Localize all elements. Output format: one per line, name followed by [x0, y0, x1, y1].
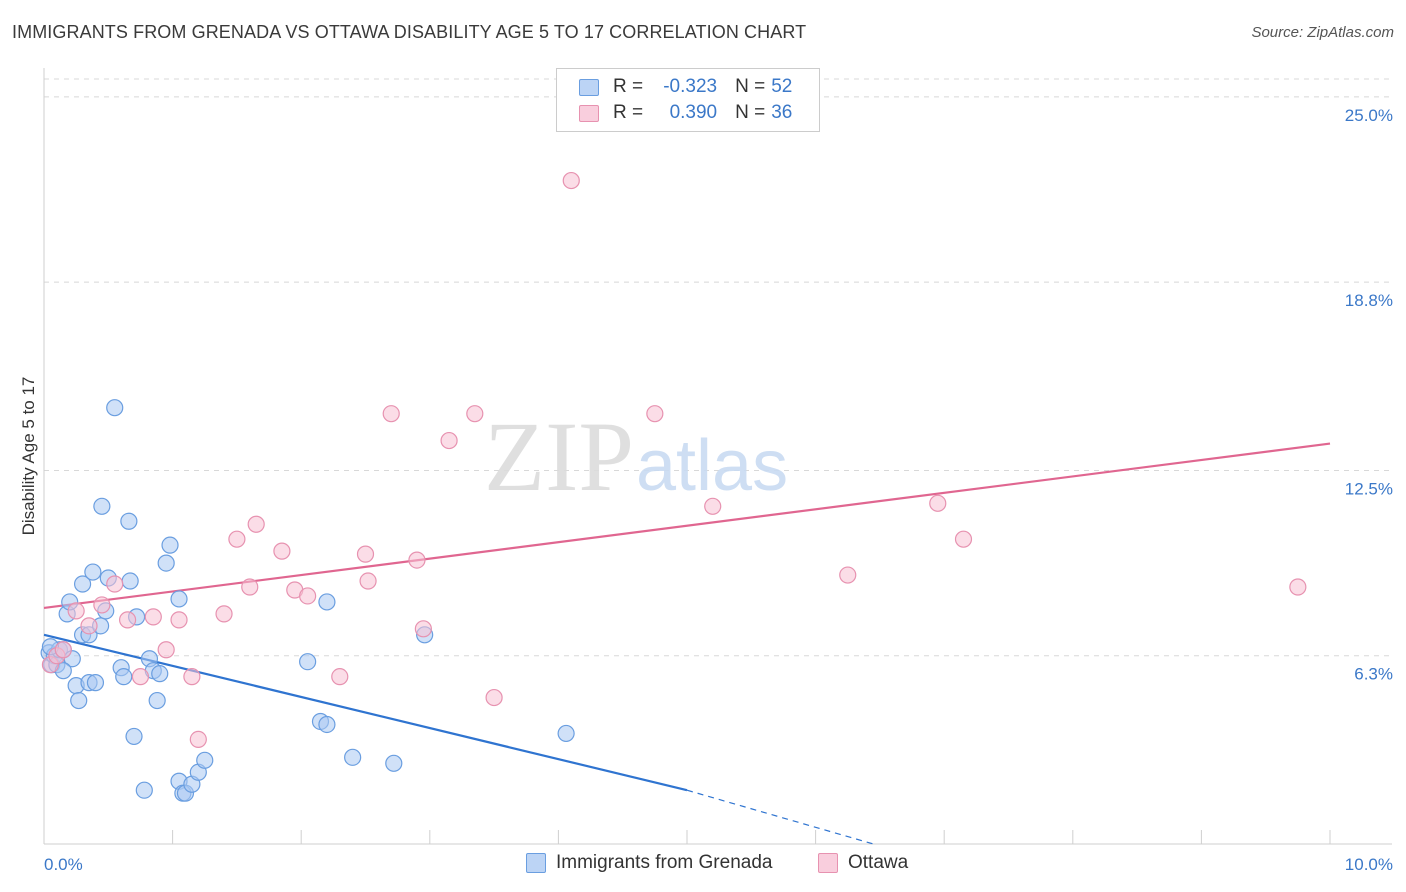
ottawa-point: [382, 405, 400, 423]
legend-r-label: R =: [613, 102, 644, 123]
ottawa-point: [118, 611, 137, 629]
grenada-point: [344, 748, 362, 766]
grenada-point: [135, 781, 153, 799]
grenada-point: [157, 554, 175, 572]
grid-lines: [44, 78, 1392, 657]
series-swatch-blue: [526, 853, 546, 873]
ottawa-point: [359, 572, 377, 590]
ottawa-point: [131, 668, 150, 686]
x-tick-label: 10.0%: [1345, 855, 1393, 874]
y-tick-label: 12.5%: [1345, 479, 1393, 498]
grenada-point: [161, 536, 179, 554]
ottawa-point: [144, 608, 162, 626]
legend-n-value: 52: [771, 76, 793, 97]
grenada-trendline: [43, 633, 688, 792]
legend-r-label: R =: [613, 76, 644, 97]
legend-n-value: 36: [771, 102, 793, 123]
ottawa-point: [929, 494, 947, 512]
series-legend-label: Immigrants from Grenada: [556, 852, 773, 873]
series-legend-item-ottawa[interactable]: Ottawa: [818, 852, 908, 874]
grenada-point: [84, 563, 102, 581]
x-tick-label: 0.0%: [44, 855, 83, 874]
grenada-point: [93, 497, 111, 515]
y-axis-label: Disability Age 5 to 17: [19, 377, 38, 536]
legend-r-value: 0.390: [669, 102, 718, 123]
grenada-point: [73, 575, 92, 593]
grenada-point: [86, 674, 105, 692]
ottawa-point: [241, 578, 259, 596]
ottawa-point: [1289, 578, 1307, 596]
watermark-zip: ZIP: [484, 401, 634, 512]
grenada-point: [120, 512, 138, 530]
grenada-point: [121, 572, 139, 590]
ottawa-point: [228, 530, 246, 548]
ottawa-point: [408, 551, 426, 569]
ottawa-point: [80, 617, 98, 635]
series-swatch-pink: [818, 853, 838, 873]
ottawa-point: [485, 688, 503, 707]
ottawa-point: [215, 605, 233, 623]
ottawa-point: [106, 575, 124, 593]
chart-title: IMMIGRANTS FROM GRENADA VS OTTAWA DISABI…: [12, 22, 807, 42]
ottawa-point: [414, 620, 432, 638]
tick-labels: 6.3% 12.5% 18.8% 25.0% 0.0% 10.0%: [44, 106, 1393, 874]
legend-swatch-pink: [579, 104, 599, 122]
grenada-point: [170, 590, 188, 608]
ottawa-point: [440, 431, 458, 450]
ottawa-point: [157, 641, 175, 659]
legend-swatch-blue: [579, 78, 599, 96]
ottawa-point: [704, 497, 722, 515]
grenada-point: [557, 724, 575, 743]
grenada-point: [151, 665, 169, 683]
ottawa-point: [93, 596, 111, 614]
y-tick-label: 18.8%: [1345, 291, 1393, 310]
y-tick-label: 6.3%: [1354, 665, 1393, 684]
y-tick-label: 25.0%: [1345, 106, 1393, 125]
axes: [43, 68, 1392, 845]
legend-n-label: N =: [735, 102, 766, 123]
watermark-atlas: atlas: [636, 426, 788, 506]
grenada-point: [148, 691, 166, 710]
legend-n-label: N =: [735, 76, 766, 97]
grenada-point: [318, 593, 336, 611]
grenada-point: [70, 691, 88, 710]
ottawa-point: [170, 611, 188, 629]
grenada-point: [115, 668, 133, 686]
legend-row-ottawa: R = 0.390 N = 36: [579, 100, 792, 126]
ottawa-point: [183, 668, 201, 686]
ottawa-point: [839, 566, 857, 584]
ottawa-point: [562, 171, 580, 190]
ottawa-point: [646, 405, 664, 423]
grenada-point: [125, 727, 143, 746]
legend-r-value: -0.323: [663, 76, 718, 97]
ottawa-point: [54, 641, 72, 659]
series-legend-label: Ottawa: [848, 852, 909, 873]
ottawa-point: [466, 405, 484, 423]
ottawa-point: [67, 602, 85, 620]
correlation-legend: R = -0.323 N = 52 R = 0.390 N = 36: [556, 68, 820, 132]
grenada-point: [196, 751, 214, 769]
ottawa-point: [954, 530, 973, 548]
grenada-point: [318, 715, 336, 734]
legend-row-grenada: R = -0.323 N = 52: [579, 74, 792, 100]
series-legend: Immigrants from Grenada Ottawa: [0, 852, 1406, 878]
grenada-point: [106, 399, 124, 417]
ottawa-point: [273, 542, 291, 560]
series-legend-item-grenada[interactable]: Immigrants from Grenada: [526, 852, 772, 874]
ottawa-trendline: [43, 442, 1331, 610]
grenada-trendline-extension: [686, 789, 874, 845]
ottawa-point: [356, 545, 375, 563]
grenada-point: [385, 754, 403, 772]
grenada-point: [299, 653, 317, 671]
scatter-points: [40, 171, 1307, 802]
ottawa-point: [331, 668, 349, 686]
ottawa-point: [189, 730, 207, 749]
source-label: Source: ZipAtlas.com: [1251, 24, 1394, 41]
ottawa-point: [247, 515, 265, 533]
ottawa-point: [299, 587, 317, 605]
watermark: ZIP atlas: [484, 401, 788, 512]
